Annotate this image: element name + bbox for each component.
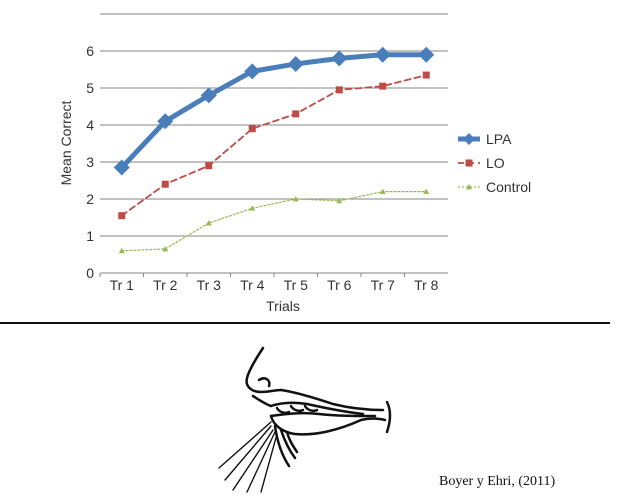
y-axis-title: Mean Correct xyxy=(58,100,74,185)
y-tick-label: 4 xyxy=(86,117,94,133)
data-point-lo xyxy=(422,71,430,79)
gridlines xyxy=(100,13,448,237)
data-point-lpa xyxy=(287,55,304,72)
data-point-lpa xyxy=(113,159,130,176)
legend-item-lpa: LPA xyxy=(458,131,512,147)
legend-marker xyxy=(465,159,473,167)
series-line-lo xyxy=(120,74,428,217)
y-tick-label: 2 xyxy=(86,191,94,207)
y-axis-ticks: 0 1 2 3 4 5 6 xyxy=(86,43,94,281)
y-tick-label: 1 xyxy=(86,228,94,244)
mouth-breath-icon xyxy=(218,346,392,493)
data-point-lpa xyxy=(244,63,261,80)
data-point-lo xyxy=(161,180,169,188)
series-layer xyxy=(113,46,435,254)
series-lpa xyxy=(113,46,435,176)
series-line-lpa xyxy=(119,52,429,171)
legend-item-control: Control xyxy=(458,179,531,195)
x-tick-label: Tr 7 xyxy=(371,277,396,293)
x-tick-label: Tr 1 xyxy=(110,277,135,293)
y-tick-label: 0 xyxy=(86,265,94,281)
data-point-control xyxy=(118,247,125,254)
x-tick-label: Tr 6 xyxy=(327,277,352,293)
data-point-control xyxy=(205,220,212,226)
series-line-control xyxy=(121,191,427,252)
data-point-lpa xyxy=(200,87,217,104)
data-point-control xyxy=(292,196,299,202)
data-point-lo xyxy=(248,125,256,133)
section-divider xyxy=(0,322,610,324)
data-point-lo xyxy=(335,86,343,94)
series-control xyxy=(118,188,430,254)
data-point-lo xyxy=(118,212,126,220)
data-point-control xyxy=(162,245,169,252)
data-point-lo xyxy=(292,110,300,118)
legend-label: LO xyxy=(486,155,505,171)
x-axis-title: Trials xyxy=(266,298,300,314)
series-lo xyxy=(118,71,430,220)
legend-label: LPA xyxy=(486,131,512,147)
x-tick-label: Tr 3 xyxy=(197,277,222,293)
legend-marker xyxy=(463,133,475,145)
x-tick-label: Tr 8 xyxy=(414,277,439,293)
line-chart: 0 1 2 3 4 5 6 Tr 1 Tr 2 Tr 3 Tr 4 Tr 5 Tr 6 Tr 7 Tr 8… xyxy=(58,13,531,314)
data-point-control xyxy=(379,188,386,194)
legend-marker xyxy=(466,184,472,190)
y-tick-label: 5 xyxy=(86,80,94,96)
data-point-lpa xyxy=(331,50,348,67)
data-point-control xyxy=(249,205,256,211)
x-tick-label: Tr 5 xyxy=(284,277,309,293)
data-point-lpa xyxy=(418,46,435,63)
legend: LPA LO Control xyxy=(458,131,531,195)
y-tick-label: 3 xyxy=(86,154,94,170)
data-point-control xyxy=(336,197,343,204)
citation-text: Boyer y Ehri, (2011) xyxy=(439,474,556,489)
data-point-lpa xyxy=(157,113,174,130)
data-point-lo xyxy=(379,82,387,90)
y-tick-label: 6 xyxy=(86,43,94,59)
data-point-lpa xyxy=(374,46,391,63)
x-tick-label: Tr 2 xyxy=(153,277,178,293)
data-point-lo xyxy=(205,162,213,170)
legend-item-lo: LO xyxy=(458,155,505,171)
data-point-control xyxy=(423,188,430,194)
legend-label: Control xyxy=(486,179,531,195)
x-axis-ticks: Tr 1 Tr 2 Tr 3 Tr 4 Tr 5 Tr 6 Tr 7 Tr 8 xyxy=(99,273,439,293)
x-tick-label: Tr 4 xyxy=(240,277,265,293)
